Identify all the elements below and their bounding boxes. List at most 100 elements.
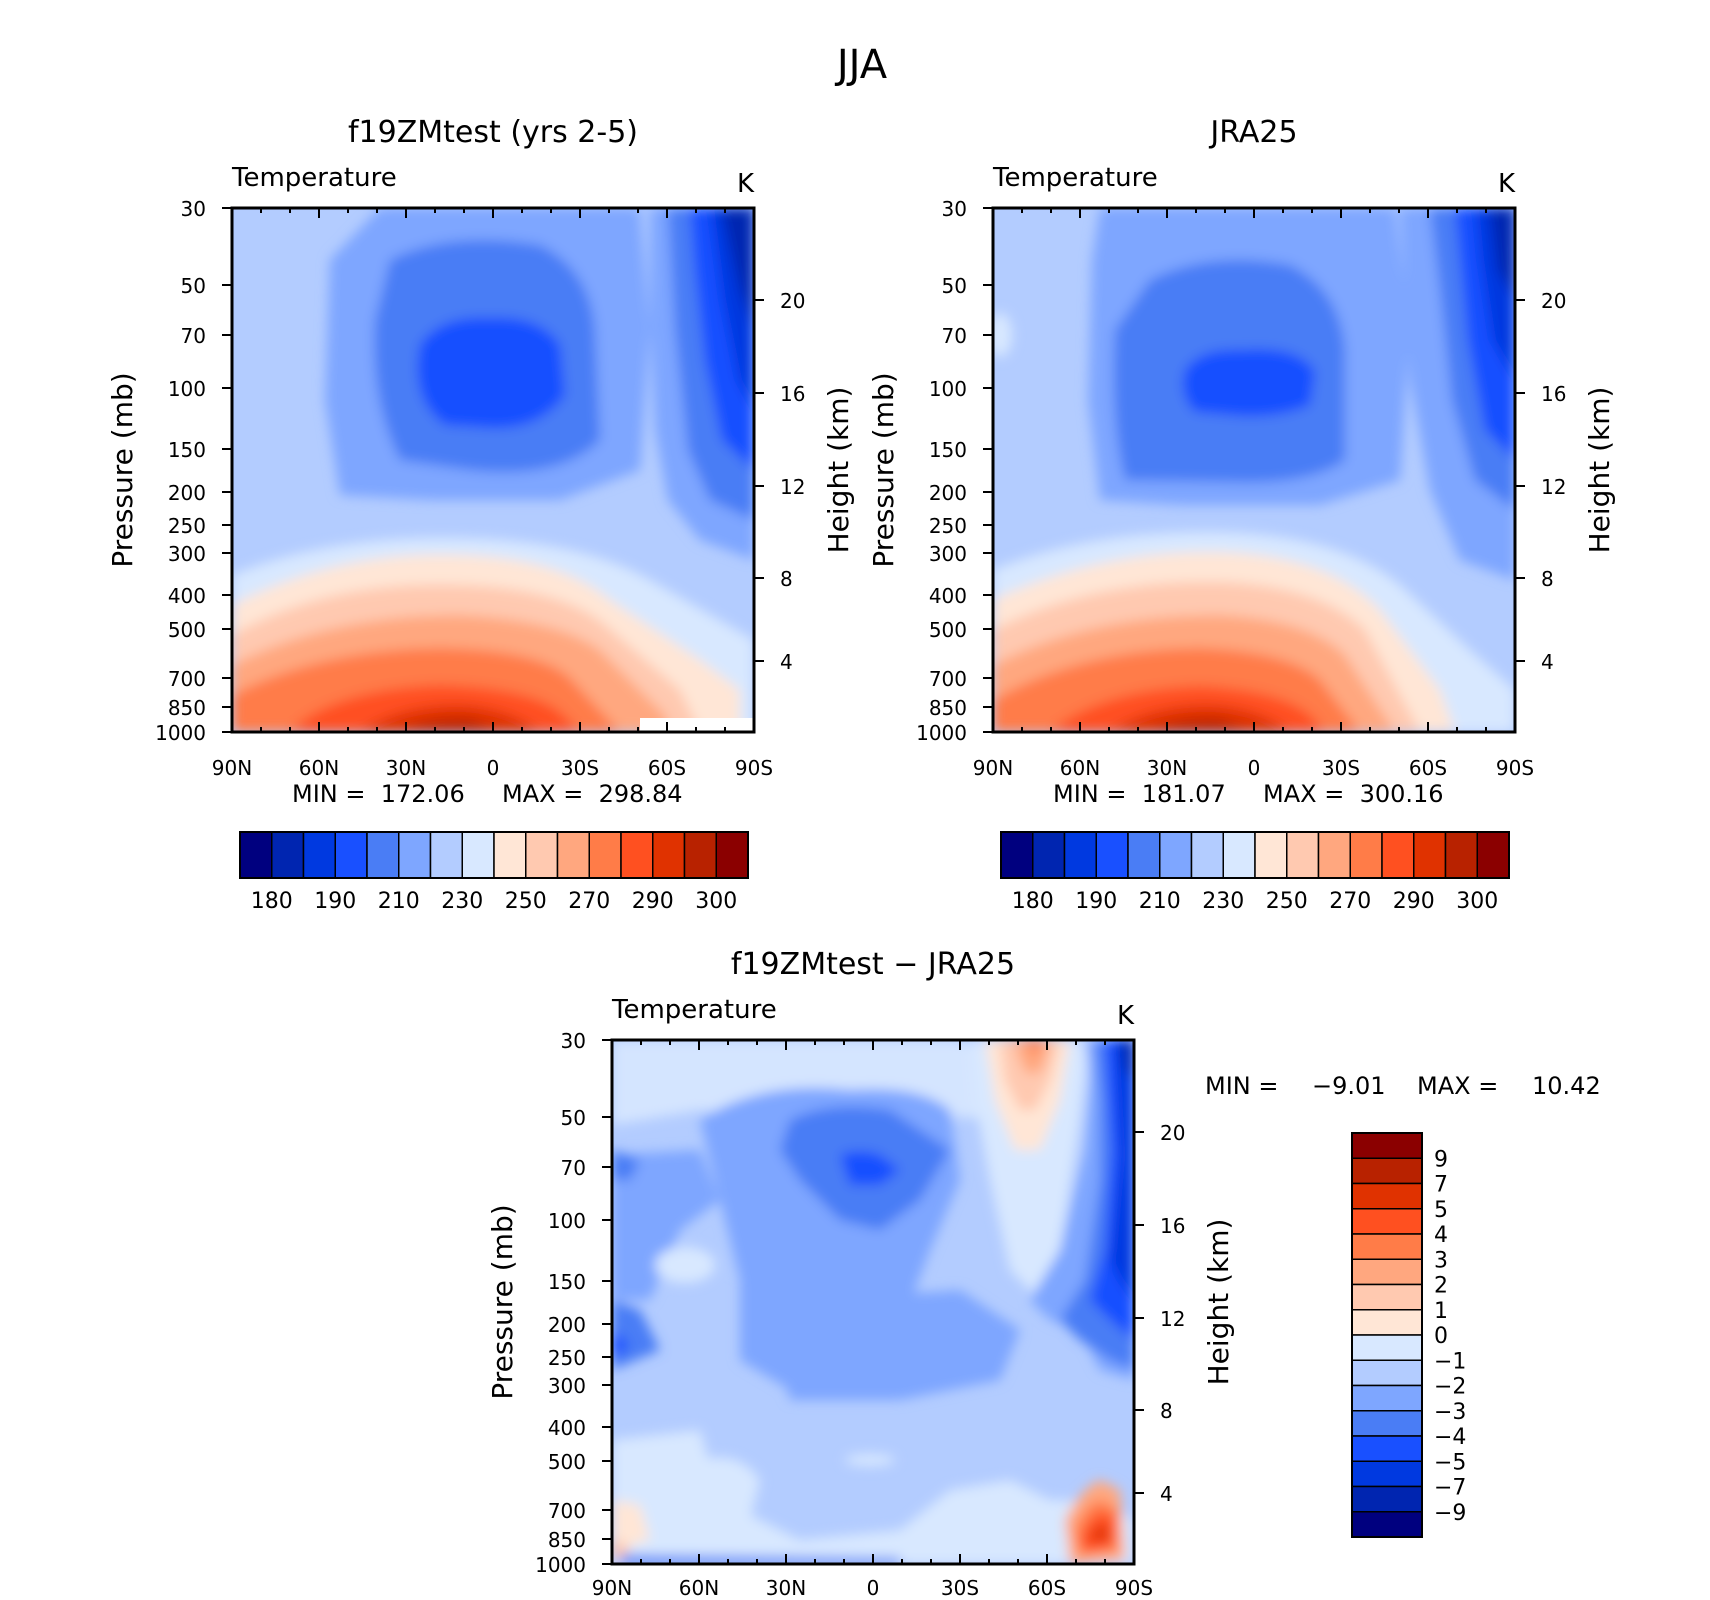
y-tick-label: 70 <box>942 324 967 348</box>
y2-tick-labels: 20 16 12 8 4 <box>1541 289 1566 674</box>
y-tick-label: 30 <box>181 197 206 221</box>
y-tick-label: 500 <box>548 1450 586 1474</box>
colorbar-swatch <box>1476 831 1510 879</box>
min-value: −9.01 <box>1312 1072 1386 1100</box>
colorbar-label: −7 <box>1434 1476 1466 1501</box>
y2-tick-label: 8 <box>1160 1399 1173 1423</box>
colorbar-label: 290 <box>1393 889 1435 914</box>
min-label: MIN = <box>1205 1072 1278 1100</box>
y-tick-label: 1000 <box>916 721 967 745</box>
colorbar-swatch <box>715 831 749 879</box>
max-label: MAX = <box>1417 1072 1498 1100</box>
y-tick-label: 400 <box>929 584 967 608</box>
colorbar-swatch <box>1351 1208 1423 1235</box>
colorbar-label: 2 <box>1434 1274 1448 1299</box>
y-tick-label: 300 <box>548 1374 586 1398</box>
panel-title: JRA25 <box>1208 115 1297 150</box>
colorbar-label: 5 <box>1434 1198 1448 1223</box>
colorbar-swatch <box>271 831 305 879</box>
y-tick-label: 100 <box>548 1209 586 1233</box>
y-tick-label: 150 <box>929 438 967 462</box>
colorbar-label: −3 <box>1434 1400 1466 1425</box>
y-tick-label: 700 <box>548 1499 586 1523</box>
min-label: MIN = 181.07 <box>1053 780 1226 808</box>
y-tick-label: 250 <box>548 1346 586 1370</box>
colorbar-swatch <box>1349 831 1383 879</box>
y2-tick-label: 12 <box>780 475 805 499</box>
panel-difference: f19ZMtest − JRA25 Temperature K <box>486 947 1601 1600</box>
colorbar-swatch <box>1351 1283 1423 1311</box>
colorbar-label: 230 <box>1202 889 1244 914</box>
colorbar-label: 4 <box>1434 1223 1448 1248</box>
colorbar-swatch <box>1351 1309 1423 1336</box>
x-tick-label: 60S <box>648 756 686 780</box>
colorbar-swatch <box>1351 1435 1423 1462</box>
y-tick-label: 30 <box>942 197 967 221</box>
y-tick-label: 70 <box>181 324 206 348</box>
y2-axis-label: Height (km) <box>1202 1219 1235 1386</box>
colorbar-swatch <box>1351 1384 1423 1412</box>
x-tick-label: 60N <box>1060 756 1100 780</box>
colorbar-swatch <box>556 831 590 879</box>
x-tick-label: 30N <box>386 756 426 780</box>
colorbar-swatch <box>1159 831 1193 879</box>
colorbar-swatch <box>302 831 336 879</box>
y-tick-label: 200 <box>168 481 206 505</box>
x-tick-label: 90S <box>735 756 773 780</box>
colorbar-label: 7 <box>1434 1173 1448 1198</box>
y2-tick-label: 16 <box>1541 382 1566 406</box>
y2-tick-label: 12 <box>1541 475 1566 499</box>
colorbar-label: −1 <box>1434 1349 1466 1374</box>
y-tick-label: 1000 <box>155 721 206 745</box>
colorbar-label: 1 <box>1434 1299 1448 1324</box>
y-tick-label: 200 <box>548 1313 586 1337</box>
colorbar-swatch <box>1222 831 1256 879</box>
colorbar-swatch <box>1000 831 1034 879</box>
colorbar-label: 3 <box>1434 1248 1448 1273</box>
colorbar-label: 250 <box>505 889 547 914</box>
colorbar-label: 270 <box>568 889 610 914</box>
y2-tick-labels: 20 16 12 8 4 <box>780 289 805 674</box>
y2-tick-label: 8 <box>780 567 793 591</box>
colorbar-swatch <box>652 831 686 879</box>
y2-axis-label: Height (km) <box>822 387 855 554</box>
colorbar-label: 300 <box>695 889 737 914</box>
x-tick-labels: 90N 60N 30N 0 30S 60S 90S <box>973 756 1534 780</box>
colorbar-swatch <box>1127 831 1161 879</box>
contour-field <box>993 208 1515 732</box>
y-tick-labels: 30 50 70 100 150 200 250 300 400 500 700… <box>155 197 206 745</box>
x-tick-label: 90N <box>973 756 1013 780</box>
colorbar-swatch <box>588 831 622 879</box>
y-tick-label: 850 <box>548 1528 586 1552</box>
colorbar-swatch <box>525 831 559 879</box>
y2-tick-label: 20 <box>1541 289 1566 313</box>
y2-tick-label: 4 <box>780 650 793 674</box>
colorbar-label: 210 <box>1139 889 1181 914</box>
y-tick-label: 850 <box>168 696 206 720</box>
panel-units: K <box>1498 169 1516 199</box>
colorbar-swatch <box>1351 1132 1423 1159</box>
min-label: MIN = 172.06 <box>292 780 465 808</box>
y-tick-label: 100 <box>929 377 967 401</box>
colorbar-label: −5 <box>1434 1450 1466 1475</box>
y-tick-label: 70 <box>561 1156 586 1180</box>
colorbar-label: 180 <box>251 889 293 914</box>
colorbar-swatch <box>1351 1511 1423 1538</box>
colorbar-swatch <box>1351 1233 1423 1260</box>
y-tick-label: 100 <box>168 377 206 401</box>
colorbar-label: 180 <box>1012 889 1054 914</box>
colorbar-swatch <box>1351 1410 1423 1437</box>
colorbar-swatch <box>1381 831 1415 879</box>
colorbar-swatch <box>1351 1485 1423 1513</box>
colorbar-swatch <box>1286 831 1320 879</box>
x-tick-label: 30N <box>766 1576 806 1600</box>
colorbar-label: 270 <box>1329 889 1371 914</box>
y2-tick-label: 4 <box>1160 1482 1173 1506</box>
x-tick-label: 90S <box>1115 1576 1153 1600</box>
y-tick-label: 30 <box>561 1029 586 1053</box>
y2-tick-label: 20 <box>1160 1121 1185 1145</box>
colorbar-swatch <box>429 831 463 879</box>
y2-tick-label: 8 <box>1541 567 1554 591</box>
colorbar-swatch <box>1095 831 1129 879</box>
y-tick-label: 700 <box>168 667 206 691</box>
